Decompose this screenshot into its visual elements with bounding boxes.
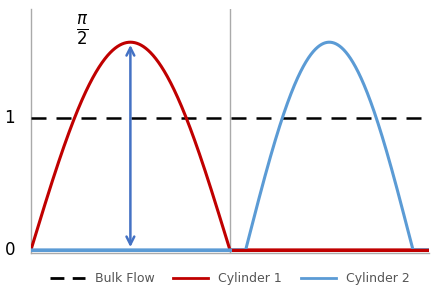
Text: 0: 0 — [4, 241, 15, 259]
Text: $\frac{\pi}{2}$: $\frac{\pi}{2}$ — [76, 14, 89, 48]
Text: 1: 1 — [4, 109, 15, 127]
Legend: Bulk Flow, Cylinder 1, Cylinder 2: Bulk Flow, Cylinder 1, Cylinder 2 — [45, 267, 415, 290]
